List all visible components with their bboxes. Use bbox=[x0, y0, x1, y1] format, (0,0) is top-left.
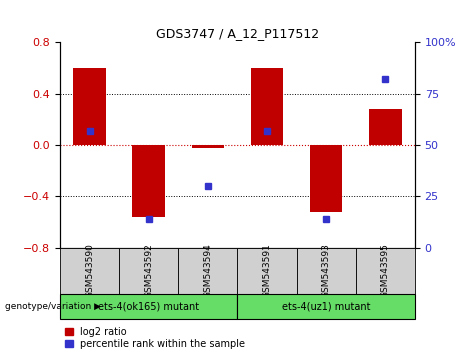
Title: GDS3747 / A_12_P117512: GDS3747 / A_12_P117512 bbox=[156, 27, 319, 40]
Bar bbox=[178, 248, 237, 294]
Bar bbox=[119, 248, 178, 294]
Bar bbox=[73, 68, 106, 145]
Bar bbox=[251, 68, 283, 145]
Text: GSM543590: GSM543590 bbox=[85, 243, 94, 298]
Text: ets-4(ok165) mutant: ets-4(ok165) mutant bbox=[98, 301, 199, 311]
Text: genotype/variation ▶: genotype/variation ▶ bbox=[5, 302, 100, 311]
Bar bbox=[356, 248, 415, 294]
Bar bbox=[296, 248, 356, 294]
Text: GSM543592: GSM543592 bbox=[144, 244, 153, 298]
Bar bbox=[132, 145, 165, 217]
Text: ets-4(uz1) mutant: ets-4(uz1) mutant bbox=[282, 301, 370, 311]
Bar bbox=[310, 145, 343, 212]
Bar bbox=[192, 145, 224, 148]
Text: GSM543595: GSM543595 bbox=[381, 243, 390, 298]
Text: GSM543594: GSM543594 bbox=[203, 244, 213, 298]
Bar bbox=[237, 294, 415, 319]
Legend: log2 ratio, percentile rank within the sample: log2 ratio, percentile rank within the s… bbox=[65, 327, 245, 349]
Bar bbox=[369, 109, 402, 145]
Text: GSM543591: GSM543591 bbox=[262, 243, 272, 298]
Text: GSM543593: GSM543593 bbox=[322, 243, 331, 298]
Bar bbox=[60, 294, 237, 319]
Bar bbox=[237, 248, 296, 294]
Bar bbox=[60, 248, 119, 294]
